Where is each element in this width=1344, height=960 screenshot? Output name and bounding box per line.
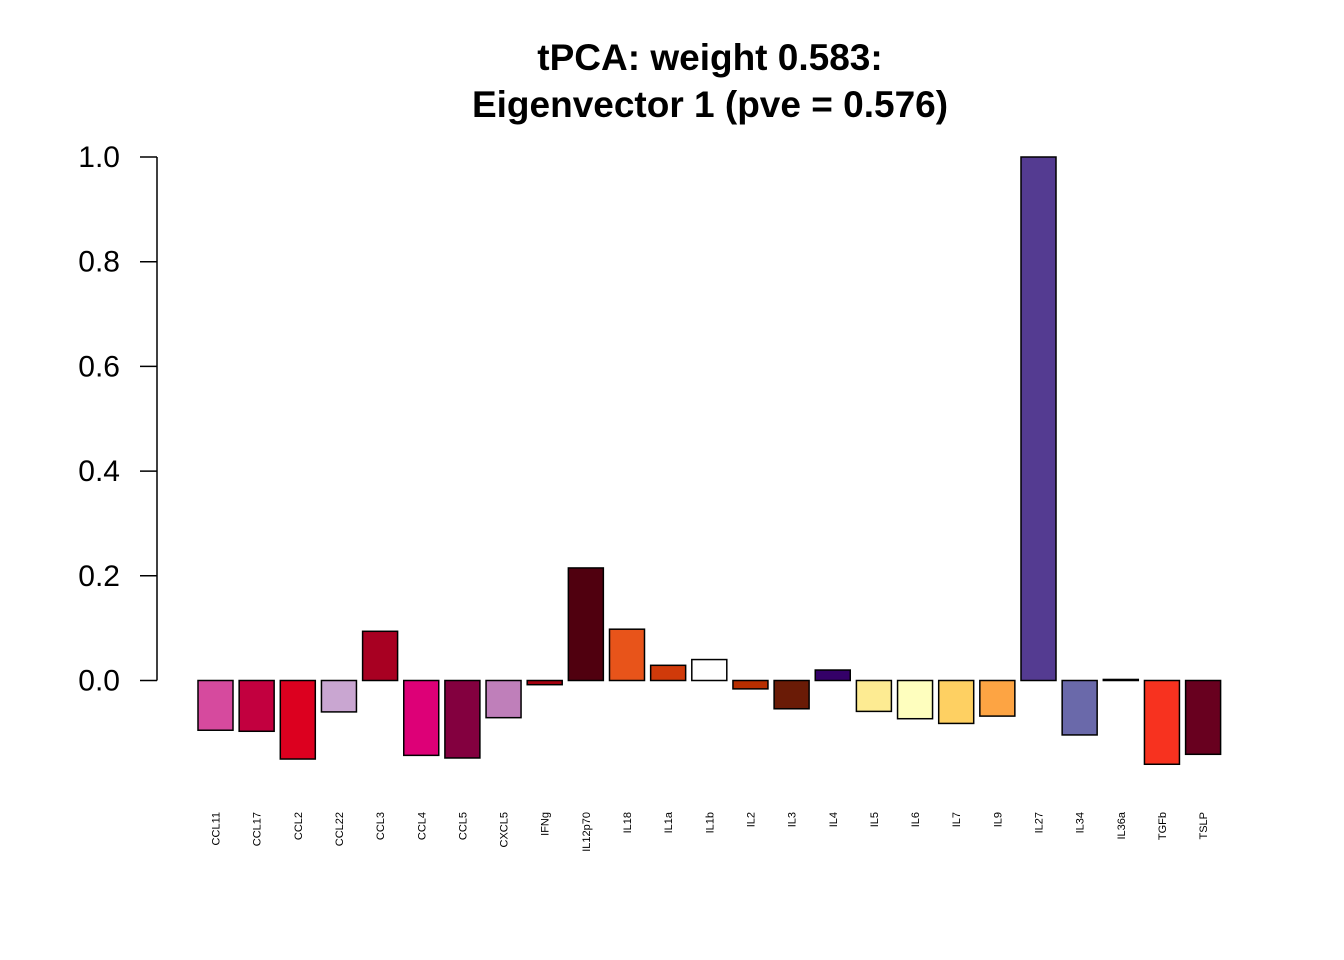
bar-il27 <box>1020 156 1057 682</box>
y-tick-label: 0.0 <box>78 665 120 698</box>
bar-il18 <box>608 628 646 682</box>
bar-il34 <box>1061 679 1098 736</box>
x-tick-label: IL7 <box>951 812 963 827</box>
x-tick-label: IFNg <box>540 812 552 836</box>
x-tick-label: CCL5 <box>457 812 469 840</box>
bar-il9 <box>979 679 1016 717</box>
bar-ccl2 <box>279 679 317 760</box>
x-tick-label: IL34 <box>1075 812 1087 833</box>
x-tick-labels: CCL11 CCL17 CCL2 CCL22 CCL3 CCL4 CCL5 CXCL5 IFNg… <box>211 811 1211 852</box>
bar-il7 <box>937 679 975 725</box>
bar-ccl5 <box>444 679 481 759</box>
x-tick-label: CCL2 <box>293 812 305 840</box>
y-axis: 0.0 0.2 0.4 0.6 0.8 1.0 <box>78 141 158 698</box>
x-tick-label: CCL22 <box>334 812 346 846</box>
x-tick-label: IL2 <box>745 812 757 827</box>
bars-group <box>197 156 1222 766</box>
bar-ccl4 <box>403 679 440 757</box>
x-tick-label: IL27 <box>1034 812 1046 833</box>
y-tick-label: 0.8 <box>78 246 120 279</box>
y-tick-label: 0.4 <box>78 455 120 488</box>
bar-il2 <box>732 679 769 690</box>
bar-il1a <box>649 664 687 682</box>
bar-tslp <box>1184 679 1222 756</box>
chart-title-line-2: Eigenvector 1 (pve = 0.576) <box>472 84 948 125</box>
bar-il4 <box>814 669 851 682</box>
x-tick-label: IL4 <box>828 812 840 827</box>
x-tick-label: CCL11 <box>211 812 223 845</box>
x-tick-label: IL12p70 <box>581 812 593 852</box>
x-tick-label: IL1a <box>663 811 675 833</box>
bar-cxcl5 <box>485 679 522 719</box>
x-tick-label: IL1b <box>704 812 716 833</box>
bar-il1b <box>691 658 728 682</box>
x-tick-label: CXCL5 <box>499 812 511 847</box>
x-tick-label: CCL17 <box>252 812 264 846</box>
chart-title-line-1: tPCA: weight 0.583: <box>537 37 882 78</box>
bar-ccl17 <box>238 679 275 733</box>
x-tick-label: CCL3 <box>375 812 387 840</box>
bar-ccl3 <box>361 630 399 682</box>
x-tick-label: IL18 <box>622 812 634 833</box>
bar-il3 <box>773 679 810 710</box>
bar-ccl22 <box>320 679 358 713</box>
bar-ifng <box>526 679 563 686</box>
bar-tgfb <box>1143 679 1181 766</box>
x-tick-label: CCL4 <box>416 812 428 840</box>
bar-il12p70 <box>567 567 605 682</box>
bar-il5 <box>855 679 893 713</box>
y-tick-label: 0.6 <box>78 350 120 383</box>
bar-il6 <box>896 679 934 720</box>
x-tick-label: IL5 <box>869 812 881 827</box>
x-tick-label: IL36a <box>1116 811 1128 839</box>
bar-ccl11 <box>197 679 234 731</box>
y-tick-label: 0.2 <box>78 560 120 593</box>
x-tick-label: IL3 <box>787 812 799 827</box>
y-tick-label: 1.0 <box>78 141 120 174</box>
x-tick-label: IL6 <box>910 812 922 827</box>
x-tick-label: IL9 <box>992 812 1004 827</box>
bar-il36a <box>1102 678 1140 682</box>
x-tick-label: TSLP <box>1198 812 1210 840</box>
x-tick-label: TGFb <box>1157 812 1169 840</box>
